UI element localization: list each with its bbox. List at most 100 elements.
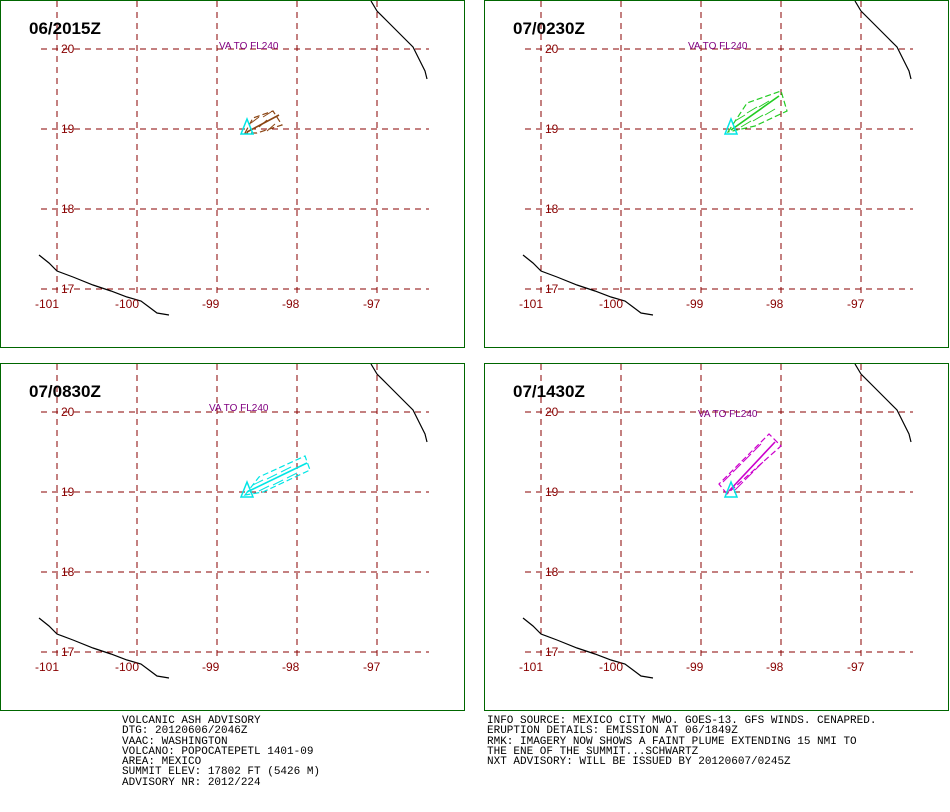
- lon-label-98: -98: [282, 660, 300, 674]
- lon-label-97: -97: [847, 660, 865, 674]
- map-canvas: [522, 364, 913, 679]
- map-canvas: [38, 364, 429, 679]
- lon-label-101: -101: [519, 660, 544, 674]
- lon-label-98: -98: [282, 297, 300, 311]
- ash-plume-hatch: [752, 114, 764, 122]
- lat-label-18: 18: [61, 565, 75, 579]
- forecast-time-label: 07/0230Z: [513, 19, 585, 38]
- ash-plume-hatch: [752, 443, 762, 453]
- ash-height-label: VA TO FL240: [688, 41, 748, 52]
- lon-label-97: -97: [363, 297, 381, 311]
- ash-height-label: VA TO FL240: [219, 41, 279, 52]
- ash-plume-axis: [246, 462, 308, 493]
- lon-label-100: -100: [599, 297, 624, 311]
- forecast-time-label: 07/1430Z: [513, 382, 585, 401]
- lon-label-99: -99: [202, 660, 220, 674]
- ash-plume-hatch: [746, 106, 758, 114]
- map-panel-2: 07/0230Z VA TO FL240 20 19 18 17 -101 -1…: [484, 0, 949, 348]
- ash-plume-hatch: [740, 120, 752, 128]
- coastline-pacific: [38, 254, 170, 316]
- ash-height-label: VA TO FL240: [209, 403, 269, 414]
- lon-label-97: -97: [847, 297, 865, 311]
- lat-label-17: 17: [545, 645, 559, 659]
- advisory-line: AREA: MEXICO: [122, 756, 202, 769]
- ash-plume-hatch: [286, 472, 298, 479]
- lon-label-101: -101: [35, 297, 60, 311]
- ash-plume-hatch: [764, 108, 776, 116]
- lat-label-17: 17: [545, 282, 559, 296]
- ash-plume-hatch: [754, 461, 764, 471]
- coastline-pacific: [522, 254, 654, 316]
- map-panel-4: 07/1430Z VA TO FL240 20 19 18 17 -101 -1…: [484, 363, 949, 711]
- map-panel-3: 07/0830Z VA TO FL240 20 19 18 17 -101 -1…: [0, 363, 465, 711]
- ash-plume-hatch: [258, 485, 270, 492]
- advisory-line: VOLCANO: POPOCATEPETL 1401-09: [122, 745, 314, 758]
- advisory-line: INFO SOURCE: MEXICO CITY MWO. GOES-13. G…: [487, 715, 877, 727]
- ash-plume-outline: [244, 110, 283, 134]
- lon-label-100: -100: [115, 297, 140, 311]
- lon-label-100: -100: [599, 660, 624, 674]
- lon-label-99: -99: [202, 297, 220, 311]
- coastline-pacific: [38, 617, 170, 679]
- coastline-gulf: [854, 364, 912, 443]
- map-canvas: [38, 1, 429, 316]
- map-canvas: [522, 1, 913, 316]
- ash-plume-outline: [718, 433, 782, 495]
- coastline-gulf: [854, 1, 912, 80]
- lat-label-18: 18: [545, 565, 559, 579]
- volcano-icon: [239, 116, 255, 135]
- lon-label-100: -100: [115, 660, 140, 674]
- advisory-line: VOLCANIC ASH ADVISORY: [122, 715, 261, 727]
- forecast-time-label: 06/2015Z: [29, 19, 101, 38]
- ash-plume-hatch: [742, 453, 752, 463]
- volcano-icon: [239, 479, 255, 498]
- forecast-time-label: 07/0830Z: [29, 382, 101, 401]
- ash-plume-hatch: [722, 473, 732, 483]
- ash-plume-hatch: [252, 479, 264, 486]
- advisory-line: ADVISORY NR: 2012/224: [122, 776, 261, 789]
- ash-plume-hatch: [262, 111, 272, 118]
- ash-plume-outline: [243, 455, 311, 496]
- lat-label-20: 20: [61, 405, 75, 419]
- ash-plume-hatch: [250, 116, 260, 124]
- advisory-header-block: VOLCANIC ASH ADVISORY DTG: 20120606/2046…: [122, 715, 321, 789]
- lat-label-20: 20: [545, 405, 559, 419]
- lat-label-19: 19: [61, 122, 75, 136]
- ash-plume-hatch: [744, 471, 754, 481]
- ash-plume-hatch: [732, 463, 742, 473]
- lon-label-101: -101: [35, 660, 60, 674]
- lon-label-97: -97: [363, 660, 381, 674]
- ash-plume-axis: [728, 441, 776, 492]
- coastline-gulf: [370, 1, 428, 80]
- lat-label-20: 20: [545, 42, 559, 56]
- advisory-line: THE ENE OF THE SUMMIT...SCHWARTZ: [487, 745, 699, 758]
- advisory-line: DTG: 20120606/2046Z: [122, 725, 248, 738]
- advisory-line: ERUPTION DETAILS: EMISSION AT 06/1849Z: [487, 725, 738, 738]
- volcano-icon: [723, 116, 739, 135]
- ash-plume-hatch: [734, 114, 746, 122]
- advisory-details-block: INFO SOURCE: MEXICO CITY MWO. GOES-13. G…: [487, 715, 877, 769]
- map-panel-1: 06/2015Z VA TO FL240 20 19 18 17 -101 -1…: [0, 0, 465, 348]
- lon-label-99: -99: [686, 660, 704, 674]
- lon-label-101: -101: [519, 297, 544, 311]
- lat-label-19: 19: [545, 122, 559, 136]
- advisory-line: VAAC: WASHINGTON: [122, 735, 228, 748]
- ash-plume-hatch: [266, 123, 276, 132]
- advisory-line: NXT ADVISORY: WILL BE ISSUED BY 20120607…: [487, 756, 791, 769]
- lat-label-17: 17: [61, 282, 75, 296]
- lat-label-19: 19: [61, 485, 75, 499]
- ash-plume-hatch: [272, 479, 284, 486]
- lon-label-98: -98: [766, 660, 784, 674]
- advisory-line: SUMMIT ELEV: 17802 FT (5426 M): [122, 766, 321, 779]
- lat-label-18: 18: [545, 202, 559, 216]
- coastline-pacific: [522, 617, 654, 679]
- lat-label-19: 19: [545, 485, 559, 499]
- lon-label-98: -98: [766, 297, 784, 311]
- lat-label-20: 20: [61, 42, 75, 56]
- ash-height-label: VA TO FL240: [698, 409, 758, 420]
- lat-label-18: 18: [61, 202, 75, 216]
- ash-plume-axis: [730, 95, 780, 131]
- coastline-gulf: [370, 364, 428, 443]
- ash-plume-hatch: [734, 481, 744, 491]
- ash-plume-hatch: [280, 466, 292, 473]
